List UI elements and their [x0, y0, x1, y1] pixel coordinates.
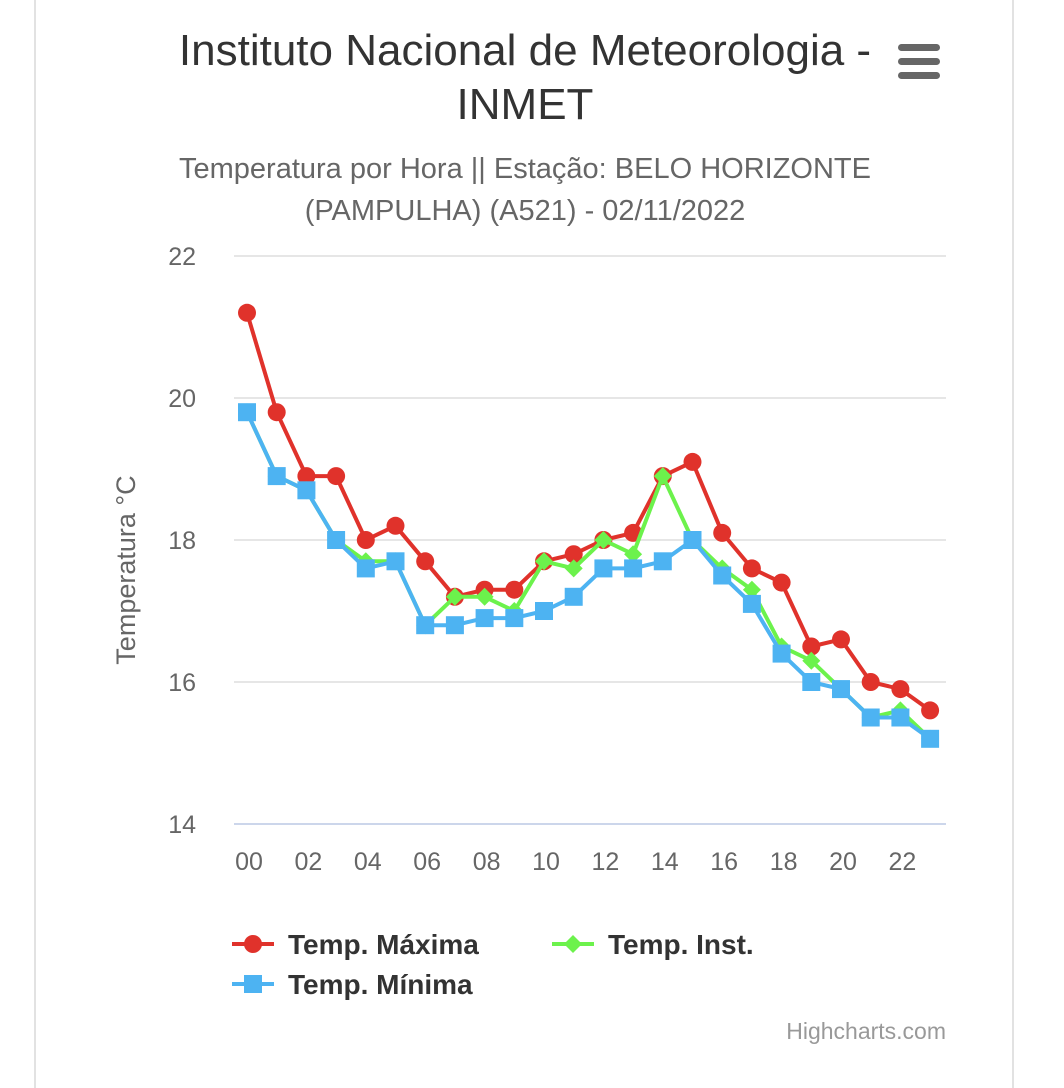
data-point[interactable] — [921, 729, 940, 748]
legend-symbol[interactable] — [244, 935, 262, 953]
x-axis-tick-labels: 00 02 04 06 08 10 12 14 16 18 20 22 — [235, 848, 916, 876]
series-layer — [238, 303, 940, 748]
data-point[interactable] — [594, 531, 613, 549]
menu-bar-top — [898, 44, 940, 51]
data-point[interactable] — [297, 467, 316, 486]
y-tick-label: 18 — [168, 527, 196, 555]
x-tick-label: 16 — [710, 848, 738, 876]
legend-symbol[interactable] — [564, 935, 582, 953]
data-point[interactable] — [742, 580, 761, 599]
chart-title: Instituto Nacional de Meteorologia - INM… — [178, 26, 872, 129]
legend-symbol[interactable] — [244, 975, 262, 993]
x-tick-label: 02 — [294, 848, 322, 876]
highcharts-credits-link[interactable]: Highcharts.com — [786, 1018, 946, 1044]
chart-subtitle: Temperatura por Hora || Estação: BELO HO… — [179, 153, 871, 227]
data-point[interactable] — [267, 467, 286, 486]
data-point[interactable] — [505, 609, 524, 628]
data-point[interactable] — [713, 523, 732, 542]
data-point[interactable] — [416, 616, 435, 635]
data-point[interactable] — [802, 637, 821, 656]
series-line — [245, 410, 933, 741]
x-tick-label: 10 — [532, 848, 560, 876]
data-point[interactable] — [772, 573, 791, 592]
x-tick-label: 20 — [829, 848, 857, 876]
data-point[interactable] — [564, 545, 583, 564]
data-point[interactable] — [713, 566, 732, 585]
data-point[interactable] — [921, 701, 940, 720]
x-tick-label: 12 — [591, 848, 619, 876]
data-point[interactable] — [535, 552, 553, 571]
data-point[interactable] — [742, 594, 761, 613]
legend-item[interactable]: Temp. Inst. — [552, 929, 754, 960]
data-point[interactable] — [802, 673, 821, 691]
menu-bar-bottom — [898, 72, 940, 79]
data-point[interactable] — [742, 559, 761, 578]
x-tick-label: 18 — [770, 848, 798, 876]
y-tick-label: 20 — [168, 385, 196, 413]
data-point[interactable] — [475, 609, 494, 628]
y-tick-label: 22 — [168, 243, 196, 271]
x-tick-label: 22 — [888, 848, 916, 876]
data-point[interactable] — [445, 587, 464, 606]
data-point[interactable] — [772, 644, 791, 663]
y-axis-title: Temperatura °C — [111, 475, 141, 664]
data-point[interactable] — [802, 651, 821, 670]
menu-bar-middle — [898, 58, 940, 65]
data-point[interactable] — [653, 552, 672, 571]
hamburger-menu-icon[interactable] — [892, 40, 946, 86]
series-line — [245, 310, 933, 713]
legend-label: Temp. Máxima — [288, 929, 479, 960]
y-tick-label: 14 — [168, 811, 196, 839]
data-point[interactable] — [535, 602, 553, 620]
data-point[interactable] — [683, 531, 702, 549]
legend-item[interactable]: Temp. Máxima — [232, 929, 479, 960]
data-point[interactable] — [564, 587, 583, 606]
data-point[interactable] — [832, 630, 850, 649]
data-point[interactable] — [238, 303, 256, 322]
data-point[interactable] — [891, 680, 910, 699]
x-tick-label: 06 — [413, 848, 441, 876]
legend-item[interactable]: Temp. Mínima — [232, 969, 473, 1000]
x-tick-label: 14 — [651, 848, 679, 876]
data-point[interactable] — [653, 467, 672, 486]
data-point[interactable] — [624, 545, 643, 564]
data-point[interactable] — [683, 452, 702, 471]
x-tick-label: 00 — [235, 848, 263, 876]
data-point[interactable] — [386, 516, 405, 535]
data-point[interactable] — [564, 559, 583, 578]
data-point[interactable] — [356, 531, 375, 549]
data-point[interactable] — [386, 552, 405, 571]
x-tick-label: 04 — [354, 848, 382, 876]
data-point[interactable] — [594, 559, 613, 578]
legend-label: Temp. Mínima — [288, 969, 473, 1000]
grid-lines — [234, 255, 946, 825]
data-point[interactable] — [891, 708, 910, 727]
series-line — [245, 410, 933, 741]
data-point[interactable] — [445, 616, 464, 635]
y-tick-label: 16 — [168, 669, 196, 697]
data-point[interactable] — [327, 467, 346, 486]
series-circle — [238, 303, 940, 720]
data-point[interactable] — [356, 559, 375, 578]
data-point[interactable] — [624, 559, 643, 578]
data-point[interactable] — [297, 481, 316, 500]
data-point[interactable] — [861, 708, 880, 727]
data-point[interactable] — [238, 403, 256, 422]
x-tick-label: 08 — [473, 848, 501, 876]
legend-label: Temp. Inst. — [608, 929, 754, 960]
y-axis-tick-labels: 14 16 18 20 22 — [168, 243, 196, 839]
chart-container-frame — [34, 0, 1014, 1088]
data-point[interactable] — [416, 552, 435, 571]
data-point[interactable] — [475, 587, 494, 606]
data-point[interactable] — [505, 580, 524, 599]
data-point[interactable] — [832, 680, 850, 699]
series-square — [238, 403, 940, 748]
data-point[interactable] — [861, 673, 880, 691]
data-point[interactable] — [327, 531, 346, 549]
data-point[interactable] — [267, 403, 286, 422]
legend: Temp. Máxima Temp. Inst. Temp. Mínima — [232, 929, 754, 1000]
